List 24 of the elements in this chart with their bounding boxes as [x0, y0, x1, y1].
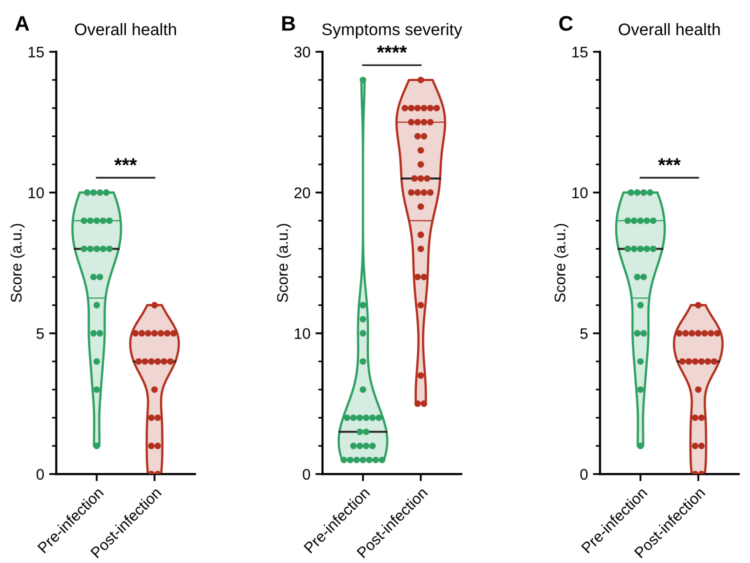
annotation: ***: [658, 158, 681, 166]
y-tick-label: 15: [572, 46, 588, 58]
y-tick-label: 15: [28, 46, 44, 58]
y-tick-label: 20: [294, 187, 310, 198]
y-tick-label: 10: [28, 187, 44, 198]
y-tick-label: 10: [572, 187, 588, 198]
y-tick-label: 0: [36, 468, 44, 480]
annotation: ****: [376, 46, 407, 53]
y-tick-label: 5: [580, 328, 588, 339]
y-tick-label: 0: [302, 468, 310, 480]
chart-title: Symptoms severity: [322, 23, 462, 39]
chart-title: Overall health: [75, 23, 176, 36]
y-axis-title: Score (a.u.): [276, 224, 291, 302]
chart-title: Overall health: [618, 23, 720, 36]
annotation: ***: [114, 158, 137, 166]
text: C: [559, 16, 573, 31]
y-tick-label: 10: [294, 328, 310, 339]
y-tick-label: 30: [294, 46, 310, 58]
y-tick-label: 0: [580, 468, 588, 480]
text: B: [282, 16, 295, 31]
text: A: [15, 16, 30, 31]
y-tick-label: 5: [36, 328, 44, 339]
y-axis-title: Score (a.u.): [554, 224, 568, 302]
y-axis-title: Score (a.u.): [10, 224, 25, 302]
